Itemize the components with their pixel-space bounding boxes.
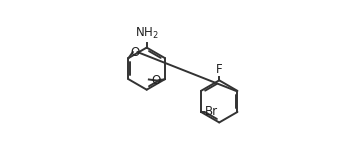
Text: Br: Br xyxy=(205,105,218,118)
Text: O: O xyxy=(130,46,139,58)
Text: NH$_2$: NH$_2$ xyxy=(135,26,159,41)
Text: O: O xyxy=(152,74,161,87)
Text: F: F xyxy=(216,63,223,76)
